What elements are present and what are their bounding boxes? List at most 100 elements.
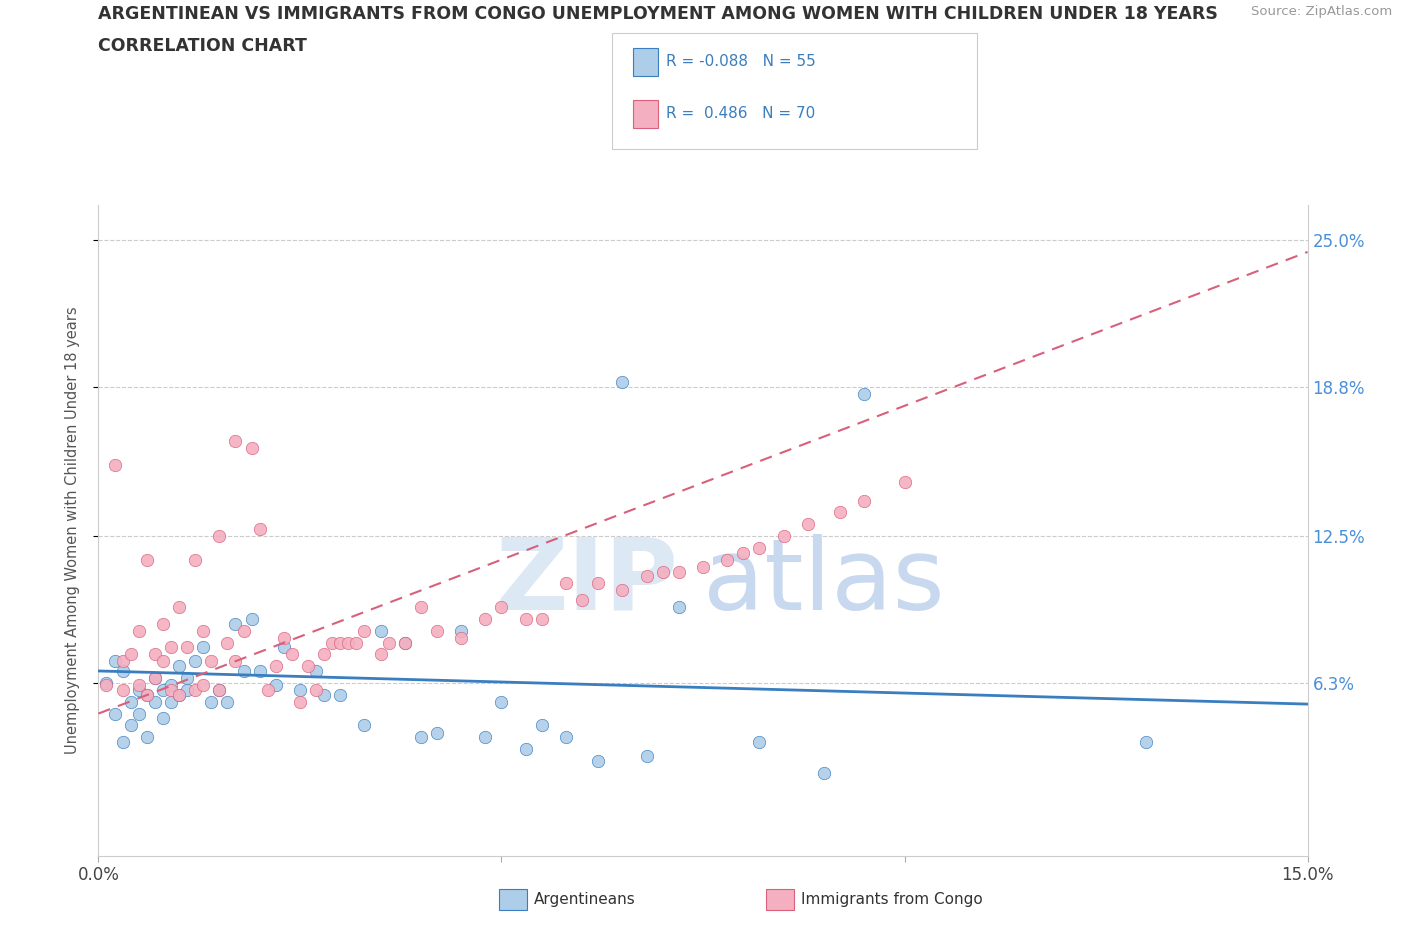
Point <box>409 730 432 745</box>
Point <box>273 640 295 655</box>
Point <box>394 635 416 650</box>
Point <box>176 683 198 698</box>
Point <box>200 654 222 669</box>
Text: atlas: atlas <box>703 534 945 631</box>
Point <box>111 735 134 750</box>
Point <box>193 640 215 655</box>
Point <box>111 654 134 669</box>
Point <box>370 623 392 638</box>
Point <box>281 647 304 662</box>
Point <box>184 683 207 698</box>
Point <box>128 623 150 638</box>
Point <box>853 387 876 402</box>
Point <box>160 683 183 698</box>
Point <box>103 458 125 472</box>
Point <box>167 687 190 702</box>
Point <box>733 545 755 560</box>
Point <box>314 647 336 662</box>
Point <box>143 671 166 685</box>
Point <box>353 623 375 638</box>
Point <box>193 678 215 693</box>
Point <box>249 522 271 537</box>
Point <box>176 640 198 655</box>
Point <box>264 658 287 673</box>
Text: R =  0.486   N = 70: R = 0.486 N = 70 <box>666 106 815 121</box>
Point <box>668 565 690 579</box>
Point <box>394 635 416 650</box>
Point <box>208 683 231 698</box>
Point <box>152 683 174 698</box>
Point <box>120 718 142 733</box>
Point <box>813 765 835 780</box>
Point <box>167 658 190 673</box>
Point <box>571 592 593 607</box>
Point <box>135 687 157 702</box>
Point <box>668 600 690 615</box>
Y-axis label: Unemployment Among Women with Children Under 18 years: Unemployment Among Women with Children U… <box>65 306 80 754</box>
Point <box>450 631 472 645</box>
Point <box>160 695 183 710</box>
Point <box>224 434 246 449</box>
Point <box>167 600 190 615</box>
Point <box>772 528 794 543</box>
Point <box>748 735 770 750</box>
Point <box>329 635 352 650</box>
Point <box>120 647 142 662</box>
Point <box>329 687 352 702</box>
Point <box>143 647 166 662</box>
Text: Immigrants from Congo: Immigrants from Congo <box>801 892 983 907</box>
Text: CORRELATION CHART: CORRELATION CHART <box>98 37 308 55</box>
Point <box>152 711 174 725</box>
Text: R = -0.088   N = 55: R = -0.088 N = 55 <box>666 54 817 69</box>
Point <box>748 540 770 555</box>
Point <box>555 576 578 591</box>
Point <box>377 635 399 650</box>
Point <box>297 658 319 673</box>
Point <box>200 695 222 710</box>
Point <box>184 654 207 669</box>
Point <box>828 505 851 520</box>
Point <box>426 725 449 740</box>
Point <box>636 749 658 764</box>
Point <box>135 730 157 745</box>
Point <box>256 683 278 698</box>
Point <box>208 683 231 698</box>
Point <box>184 552 207 567</box>
Point <box>143 671 166 685</box>
Point <box>217 635 239 650</box>
Point <box>152 654 174 669</box>
Point <box>128 683 150 698</box>
Point <box>143 695 166 710</box>
Point <box>716 552 738 567</box>
Point <box>103 654 125 669</box>
Point <box>167 687 190 702</box>
Point <box>128 706 150 721</box>
Point <box>474 730 496 745</box>
Point <box>612 583 634 598</box>
Point <box>353 718 375 733</box>
Point <box>515 741 537 756</box>
Text: ZIP: ZIP <box>496 534 679 631</box>
Point <box>491 695 513 710</box>
Point <box>217 695 239 710</box>
Point <box>240 441 263 456</box>
Point <box>176 671 198 685</box>
Point <box>450 623 472 638</box>
Point <box>273 631 295 645</box>
Point <box>160 678 183 693</box>
Point <box>224 617 246 631</box>
Point <box>853 493 876 508</box>
Point <box>530 611 553 626</box>
Point <box>636 569 658 584</box>
Point <box>586 576 609 591</box>
Point <box>152 617 174 631</box>
Point <box>135 552 157 567</box>
Point <box>232 623 254 638</box>
Point <box>586 753 609 768</box>
Point <box>612 375 634 390</box>
Point <box>120 695 142 710</box>
Point <box>1135 735 1157 750</box>
Point <box>305 663 328 678</box>
Text: Argentineans: Argentineans <box>534 892 636 907</box>
Point <box>240 611 263 626</box>
